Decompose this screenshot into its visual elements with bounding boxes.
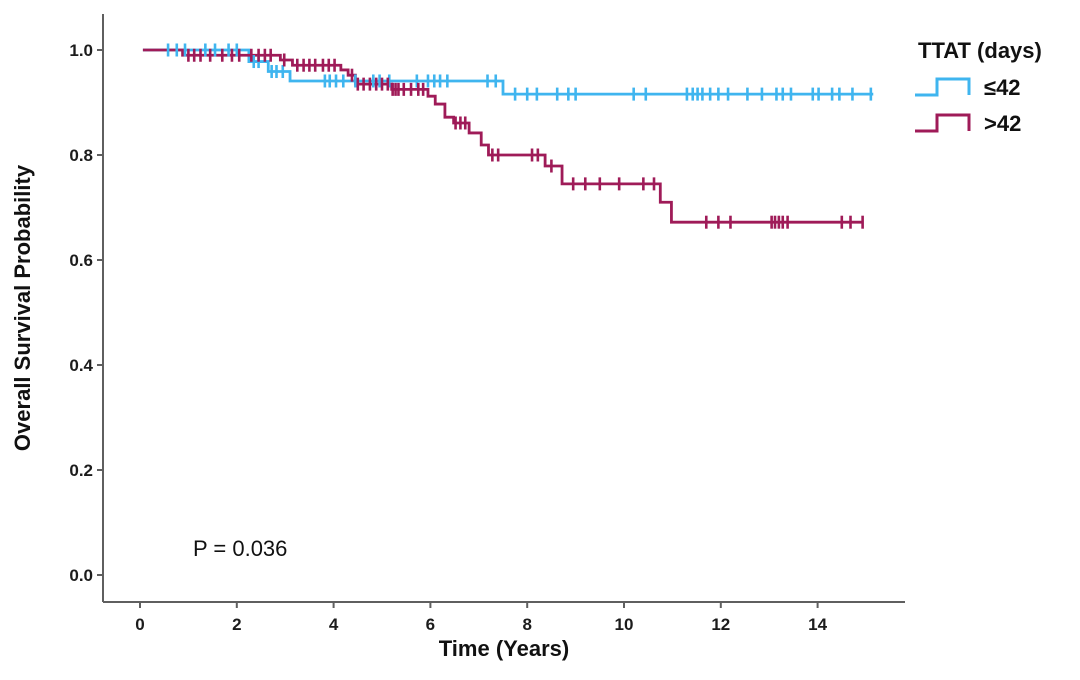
- x-tick-label: 2: [232, 615, 241, 634]
- y-tick-label: 0.4: [69, 356, 93, 375]
- y-tick-label: 0.8: [69, 146, 93, 165]
- x-tick-label: 8: [522, 615, 531, 634]
- legend-title: TTAT (days): [918, 38, 1042, 63]
- y-tick-label: 0.0: [69, 566, 93, 585]
- x-tick-label: 12: [711, 615, 730, 634]
- legend-sample-1: [915, 113, 971, 133]
- legend: TTAT (days) ≤42>42: [915, 38, 1042, 136]
- y-tick-label: 0.2: [69, 461, 93, 480]
- legend-entries: ≤42>42: [915, 75, 1021, 136]
- legend-label-1: >42: [984, 111, 1021, 136]
- x-tick-label: 0: [135, 615, 144, 634]
- legend-sample-0: [915, 77, 971, 97]
- x-tick-label: 10: [615, 615, 634, 634]
- survival-curves: [142, 48, 874, 224]
- x-axis-title: Time (Years): [439, 636, 569, 661]
- legend-label-0: ≤42: [984, 75, 1021, 100]
- axes: 0.0 0.2 0.4 0.6 0.8 1.0 0 2 4 6 8 10 12 14: [69, 14, 905, 634]
- x-tick-label: 4: [329, 615, 339, 634]
- curve-series-1: [142, 48, 864, 224]
- p-value-annotation: P = 0.036: [193, 536, 287, 561]
- x-tick-label: 6: [426, 615, 435, 634]
- x-tick-label: 14: [808, 615, 827, 634]
- censor-marks-series-0: [166, 43, 873, 101]
- censor-marks: [166, 43, 873, 229]
- y-tick-label: 0.6: [69, 251, 93, 270]
- y-tick-label: 1.0: [69, 41, 93, 60]
- y-axis-title: Overall Survival Probability: [10, 164, 35, 451]
- censor-marks-series-1: [187, 48, 864, 229]
